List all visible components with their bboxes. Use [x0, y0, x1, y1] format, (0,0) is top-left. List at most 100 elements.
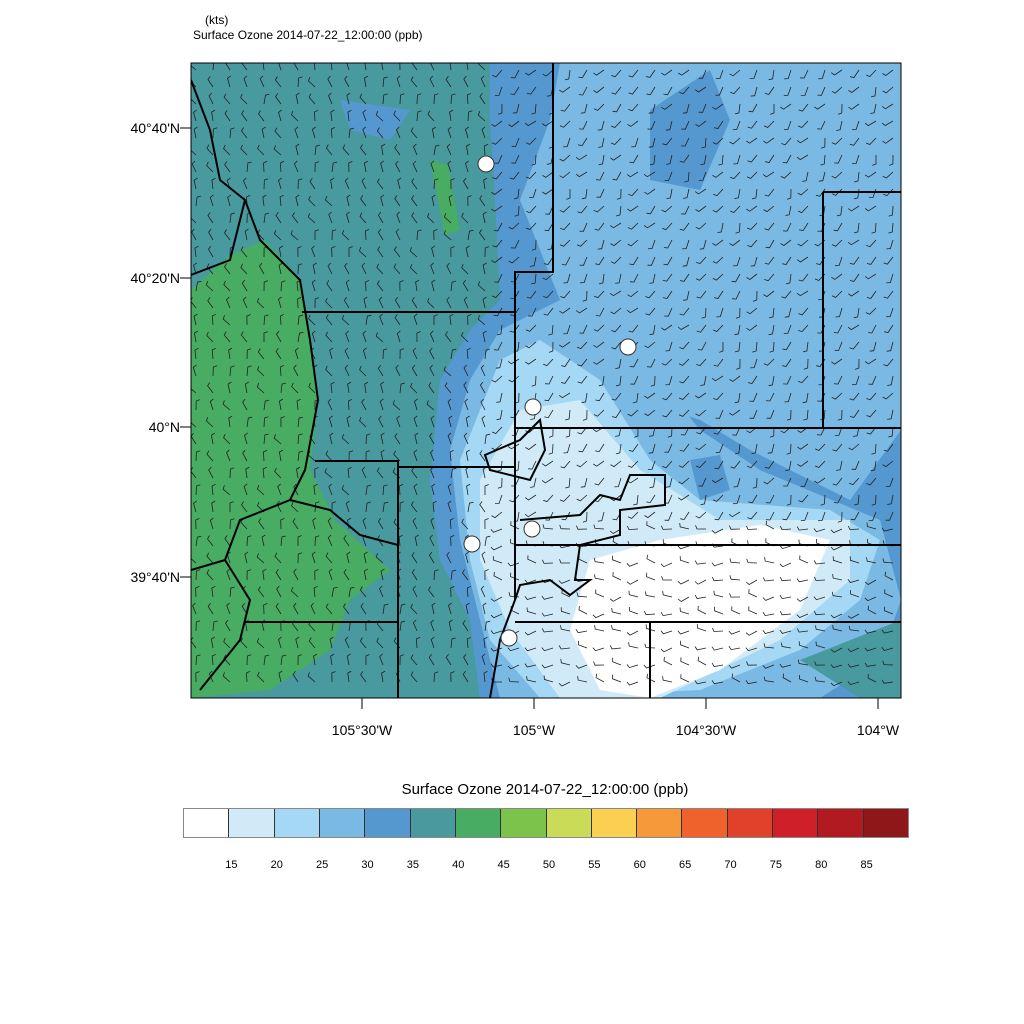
wind-barb — [244, 228, 249, 241]
wind-barb — [749, 409, 758, 419]
wind-barb — [595, 392, 605, 402]
wind-barb — [560, 658, 571, 666]
wind-barb — [263, 93, 270, 105]
wind-barb — [578, 69, 588, 79]
wind-barb — [542, 273, 554, 281]
wind-barb — [678, 392, 690, 400]
wind-barb — [273, 434, 282, 445]
wind-barb — [581, 392, 588, 404]
wind-barb — [410, 671, 418, 683]
wind-barb — [797, 239, 809, 247]
wind-barb — [593, 358, 605, 365]
wind-barb — [212, 365, 218, 377]
wind-barb — [803, 358, 809, 370]
wind-barb — [542, 69, 554, 77]
wind-barb — [864, 273, 877, 280]
wind-barb — [767, 443, 775, 454]
wind-barb — [530, 256, 537, 267]
wind-barb — [292, 670, 299, 683]
wind-barb — [849, 392, 860, 401]
wind-barb — [279, 313, 285, 326]
wind-barb — [780, 103, 792, 110]
wind-barb — [325, 144, 333, 156]
wind-barb — [783, 222, 792, 232]
wind-barb — [309, 177, 316, 190]
wind-barb — [847, 647, 860, 653]
wind-barb — [261, 534, 266, 547]
colorbar-swatch — [818, 809, 864, 837]
wind-barb — [208, 670, 214, 683]
wind-barb — [612, 171, 622, 181]
wind-barb — [779, 629, 792, 634]
wind-barb — [224, 229, 231, 241]
wind-barb — [543, 675, 554, 683]
wind-barb — [313, 63, 316, 71]
wind-barb — [609, 596, 622, 602]
wind-barb — [433, 569, 439, 581]
wind-barb — [747, 511, 758, 520]
wind-barb — [611, 324, 622, 333]
wind-barb — [679, 154, 690, 163]
wind-barb — [293, 602, 299, 615]
wind-barb — [548, 443, 554, 455]
wind-barb — [765, 154, 775, 163]
wind-barb — [430, 517, 435, 530]
wind-barb — [612, 657, 622, 666]
wind-barb — [494, 86, 503, 96]
wind-barb — [847, 324, 860, 331]
wind-barb — [278, 109, 282, 122]
wind-barb — [712, 324, 724, 332]
wind-barb — [347, 466, 352, 479]
wind-barb — [814, 576, 826, 581]
wind-barb — [649, 477, 656, 489]
wind-barb — [280, 535, 286, 547]
wind-barb — [701, 137, 707, 149]
wind-barb — [779, 525, 792, 531]
wind-barb — [396, 75, 401, 88]
wind-barb — [413, 313, 418, 326]
wind-barb — [224, 161, 231, 173]
wind-barb — [711, 375, 724, 382]
wind-barb — [852, 120, 860, 131]
wind-barb — [297, 535, 302, 546]
wind-barb — [730, 460, 741, 469]
wind-barb — [482, 330, 487, 343]
wind-barb — [331, 246, 336, 258]
colorbar-swatch — [410, 809, 456, 837]
wind-barb — [799, 222, 809, 232]
wind-barb — [813, 560, 826, 565]
wind-barb — [193, 109, 197, 122]
wind-barb — [211, 483, 216, 496]
wind-barb — [491, 188, 503, 195]
wind-barb — [191, 93, 197, 105]
wind-barb — [560, 460, 571, 469]
plot-title: Surface Ozone 2014-07-22_12:00:00 (ppb) — [193, 28, 423, 42]
wind-barb — [680, 511, 690, 521]
wind-barb — [212, 63, 215, 71]
wind-barb — [728, 664, 741, 669]
wind-barb — [763, 120, 775, 128]
wind-barb — [462, 670, 469, 683]
wind-barb — [507, 443, 520, 450]
wind-barb — [752, 290, 758, 302]
wind-barb — [816, 426, 826, 436]
wind-barb — [735, 307, 741, 319]
wind-barb — [256, 383, 265, 394]
wind-barb — [748, 589, 758, 598]
wind-barb — [206, 331, 214, 343]
wind-barb — [263, 416, 269, 428]
wind-barb — [560, 290, 571, 299]
wind-barb — [290, 230, 299, 241]
wind-barb — [649, 154, 656, 166]
wind-barb — [297, 314, 304, 326]
wind-barb — [362, 330, 367, 343]
colorbar-label: 15 — [225, 859, 238, 871]
wind-barb — [195, 586, 200, 598]
wind-barb — [359, 637, 367, 649]
wind-barb — [447, 500, 452, 513]
wind-barb — [764, 460, 775, 469]
wind-barb — [541, 647, 554, 652]
wind-barb — [327, 262, 333, 275]
wind-barb — [229, 365, 235, 377]
wind-barb — [833, 324, 843, 334]
